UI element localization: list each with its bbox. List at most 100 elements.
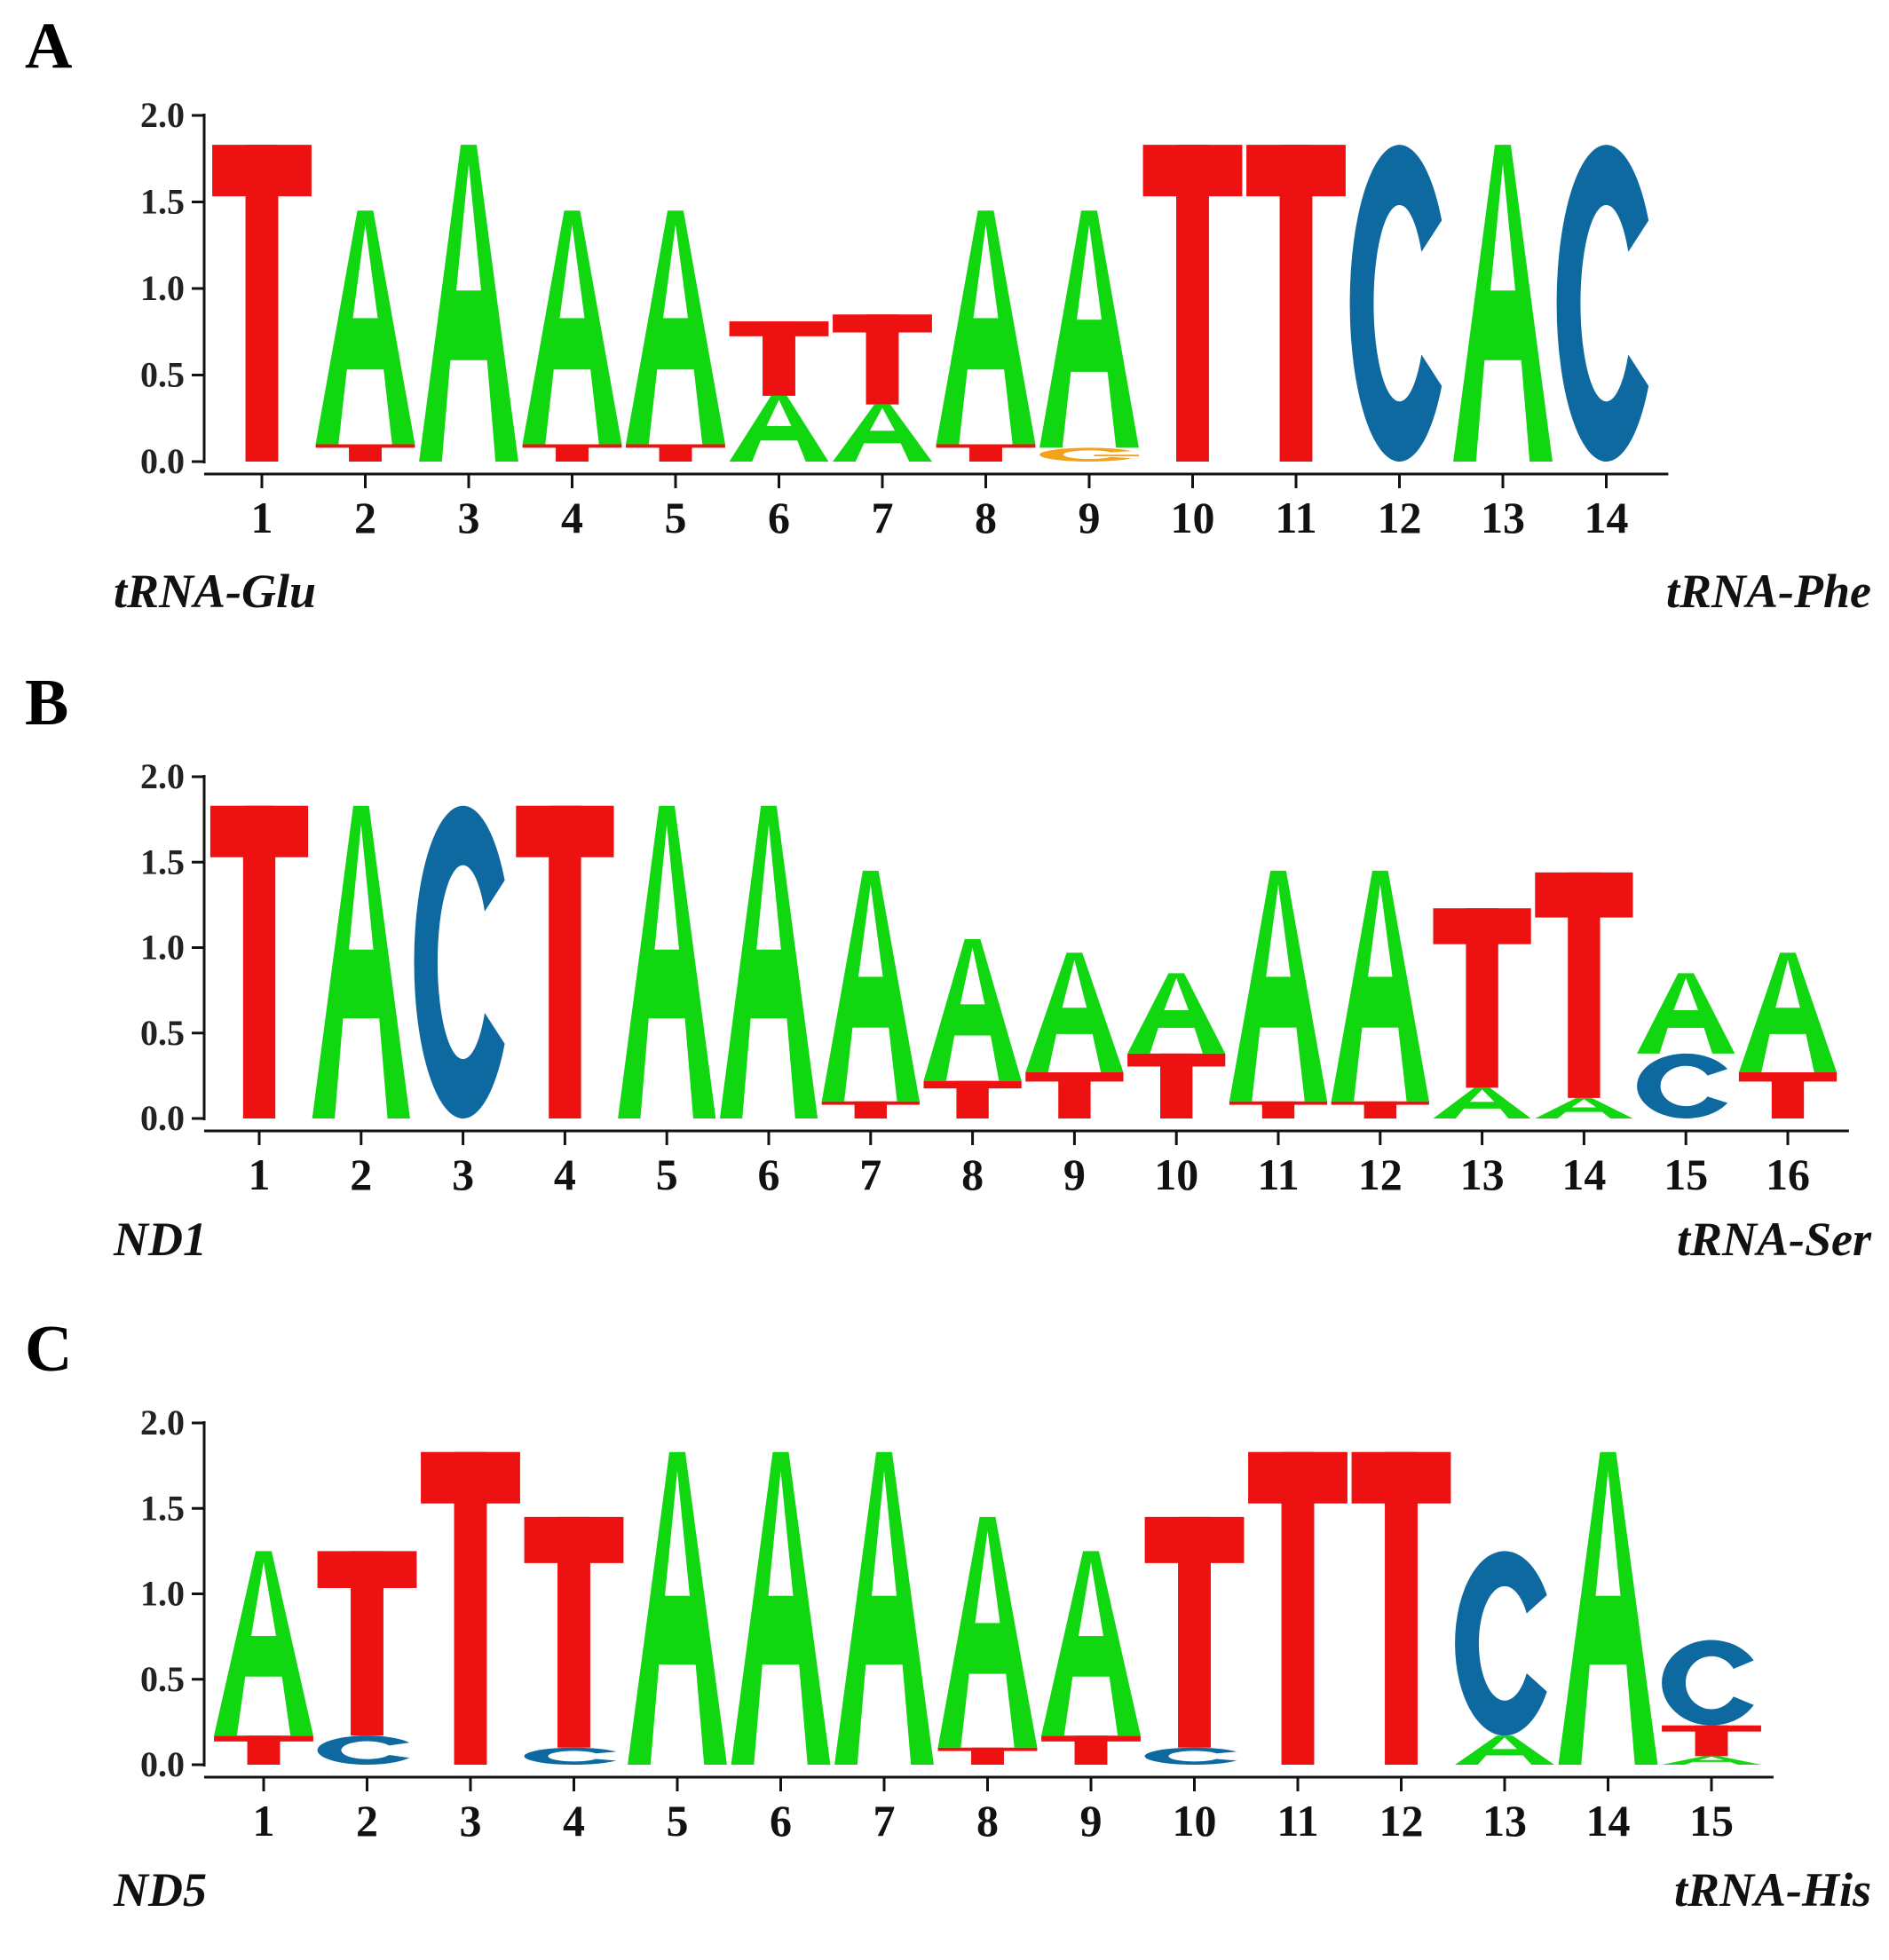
sequence-logo-chart: 0.00.51.01.52.01 2 3 4 5 6 7 8 9 10 11 12 13 14 15 — [140, 1403, 1774, 1845]
logo-position-stack — [1142, 145, 1243, 462]
x-tick-label: 4 — [554, 1150, 576, 1199]
logo-position-stack — [833, 314, 932, 462]
logo-position-stack — [209, 805, 309, 1118]
x-tick-label: 6 — [758, 1150, 780, 1199]
nucleotide-t-glyph — [1535, 872, 1633, 1098]
y-tick-label: 0.5 — [140, 1013, 185, 1053]
logo-panel-a: A 0.0 0.5 1.0 1.5 2.0 1 2 3 4 5 6 7 8 9 10 11 12 13 14 tRN… — [0, 9, 1889, 657]
x-tick-label: 4 — [561, 493, 583, 542]
logo-position-stack — [1144, 1516, 1245, 1765]
logo-position-stack — [821, 870, 920, 1118]
left-flank-label: ND1 — [114, 1213, 207, 1266]
x-tick-label: 1 — [251, 493, 273, 542]
nucleotide-a-glyph — [419, 145, 518, 462]
logo-position-stack — [1455, 1551, 1554, 1765]
y-tick-label: 1.0 — [140, 1574, 185, 1614]
nucleotide-a-glyph — [1025, 952, 1124, 1073]
logo-position-stack — [414, 805, 505, 1118]
logo-position-stack — [1246, 145, 1346, 462]
nucleotide-t-glyph — [1229, 1101, 1328, 1118]
x-tick-label: 16 — [1766, 1150, 1810, 1199]
logo-position-stack — [1433, 908, 1531, 1118]
logo-position-stack — [936, 210, 1036, 462]
right-flank-label: tRNA-His — [1673, 1863, 1871, 1917]
logo-position-stack — [1349, 145, 1442, 462]
x-tick-label: 6 — [768, 493, 790, 542]
logo-position-stack — [729, 321, 829, 462]
nucleotide-a-glyph — [1127, 973, 1226, 1054]
x-tick-label: 12 — [1358, 1150, 1403, 1199]
y-tick-label: 1.5 — [140, 842, 185, 881]
nucleotide-a-glyph — [833, 404, 932, 462]
nucleotide-a-glyph — [1039, 210, 1139, 448]
nucleotide-t-glyph — [209, 805, 309, 1118]
logo-position-stack — [1556, 145, 1649, 462]
nucleotide-c-glyph — [1662, 1640, 1754, 1726]
x-tick-label: 1 — [249, 1150, 271, 1199]
nucleotide-c-glyph — [1349, 145, 1442, 462]
nucleotide-t-glyph — [214, 1735, 313, 1765]
logo-position-stack — [1738, 952, 1838, 1118]
logo-position-stack — [1041, 1551, 1141, 1765]
x-tick-label: 1 — [253, 1796, 275, 1845]
logo-position-stack — [731, 1451, 831, 1765]
logo-position-stack — [1127, 973, 1226, 1118]
nucleotide-c-glyph — [317, 1735, 410, 1765]
logo-position-stack — [1535, 872, 1633, 1118]
nucleotide-a-glyph — [628, 1451, 727, 1765]
nucleotide-t-glyph — [1144, 1516, 1245, 1748]
nucleotide-t-glyph — [936, 444, 1036, 462]
y-tick-label: 0.5 — [140, 1659, 185, 1699]
logo-position-stack — [1637, 973, 1735, 1118]
nucleotide-a-glyph — [618, 805, 716, 1118]
x-tick-label: 3 — [452, 1150, 474, 1199]
nucleotide-t-glyph — [833, 314, 932, 405]
x-tick-label: 10 — [1154, 1150, 1198, 1199]
y-tick-label: 1.5 — [140, 182, 185, 222]
nucleotide-a-glyph — [936, 210, 1036, 445]
x-tick-label: 5 — [656, 1150, 678, 1199]
logo-position-stack — [524, 1516, 624, 1765]
nucleotide-t-glyph — [315, 444, 415, 462]
nucleotide-a-glyph — [312, 805, 410, 1118]
logo-position-stack — [516, 805, 614, 1118]
logo-position-stack — [522, 210, 622, 462]
nucleotide-t-glyph — [516, 805, 614, 1118]
logo-position-stack — [212, 145, 312, 462]
panel-letter: B — [25, 667, 69, 739]
x-tick-label: 11 — [1276, 1796, 1318, 1845]
x-tick-label: 8 — [976, 1796, 999, 1845]
x-tick-label: 9 — [1079, 493, 1101, 542]
logo-position-stack — [315, 210, 415, 462]
x-tick-label: 14 — [1586, 1796, 1631, 1845]
nucleotide-t-glyph — [212, 145, 312, 462]
y-tick-label: 1.5 — [140, 1488, 185, 1528]
logo-position-stack — [834, 1451, 934, 1765]
x-tick-label: 3 — [458, 493, 480, 542]
logo-position-stack — [1351, 1451, 1451, 1765]
nucleotide-t-glyph — [1433, 908, 1531, 1088]
y-tick-label: 2.0 — [140, 95, 185, 135]
x-tick-label: 13 — [1482, 1796, 1527, 1845]
nucleotide-a-glyph — [1455, 1735, 1554, 1765]
right-flank-label: tRNA-Phe — [1665, 565, 1871, 618]
sequence-logo-chart: 0.00.51.01.52.01 2 3 4 5 6 7 8 9 10 11 12 13 14 15 16 — [140, 756, 1849, 1199]
nucleotide-a-glyph — [522, 210, 622, 445]
x-tick-label: 9 — [1080, 1796, 1103, 1845]
nucleotide-t-glyph — [524, 1516, 624, 1748]
nucleotide-t-glyph — [317, 1551, 417, 1736]
y-tick-label: 0.0 — [140, 441, 185, 481]
x-tick-label: 7 — [872, 493, 894, 542]
logo-position-stack — [1662, 1640, 1761, 1765]
logo-position-stack — [626, 210, 725, 462]
x-tick-label: 11 — [1275, 493, 1316, 542]
x-tick-label: 5 — [667, 1796, 689, 1845]
nucleotide-a-glyph — [719, 805, 818, 1118]
logo-position-stack — [719, 805, 818, 1118]
x-tick-label: 10 — [1171, 493, 1215, 542]
panel-letter: C — [25, 1313, 73, 1386]
left-flank-label: ND5 — [114, 1863, 207, 1917]
logo-position-stack — [312, 805, 410, 1118]
y-tick-label: 2.0 — [140, 756, 185, 796]
nucleotide-a-glyph — [937, 1516, 1038, 1748]
